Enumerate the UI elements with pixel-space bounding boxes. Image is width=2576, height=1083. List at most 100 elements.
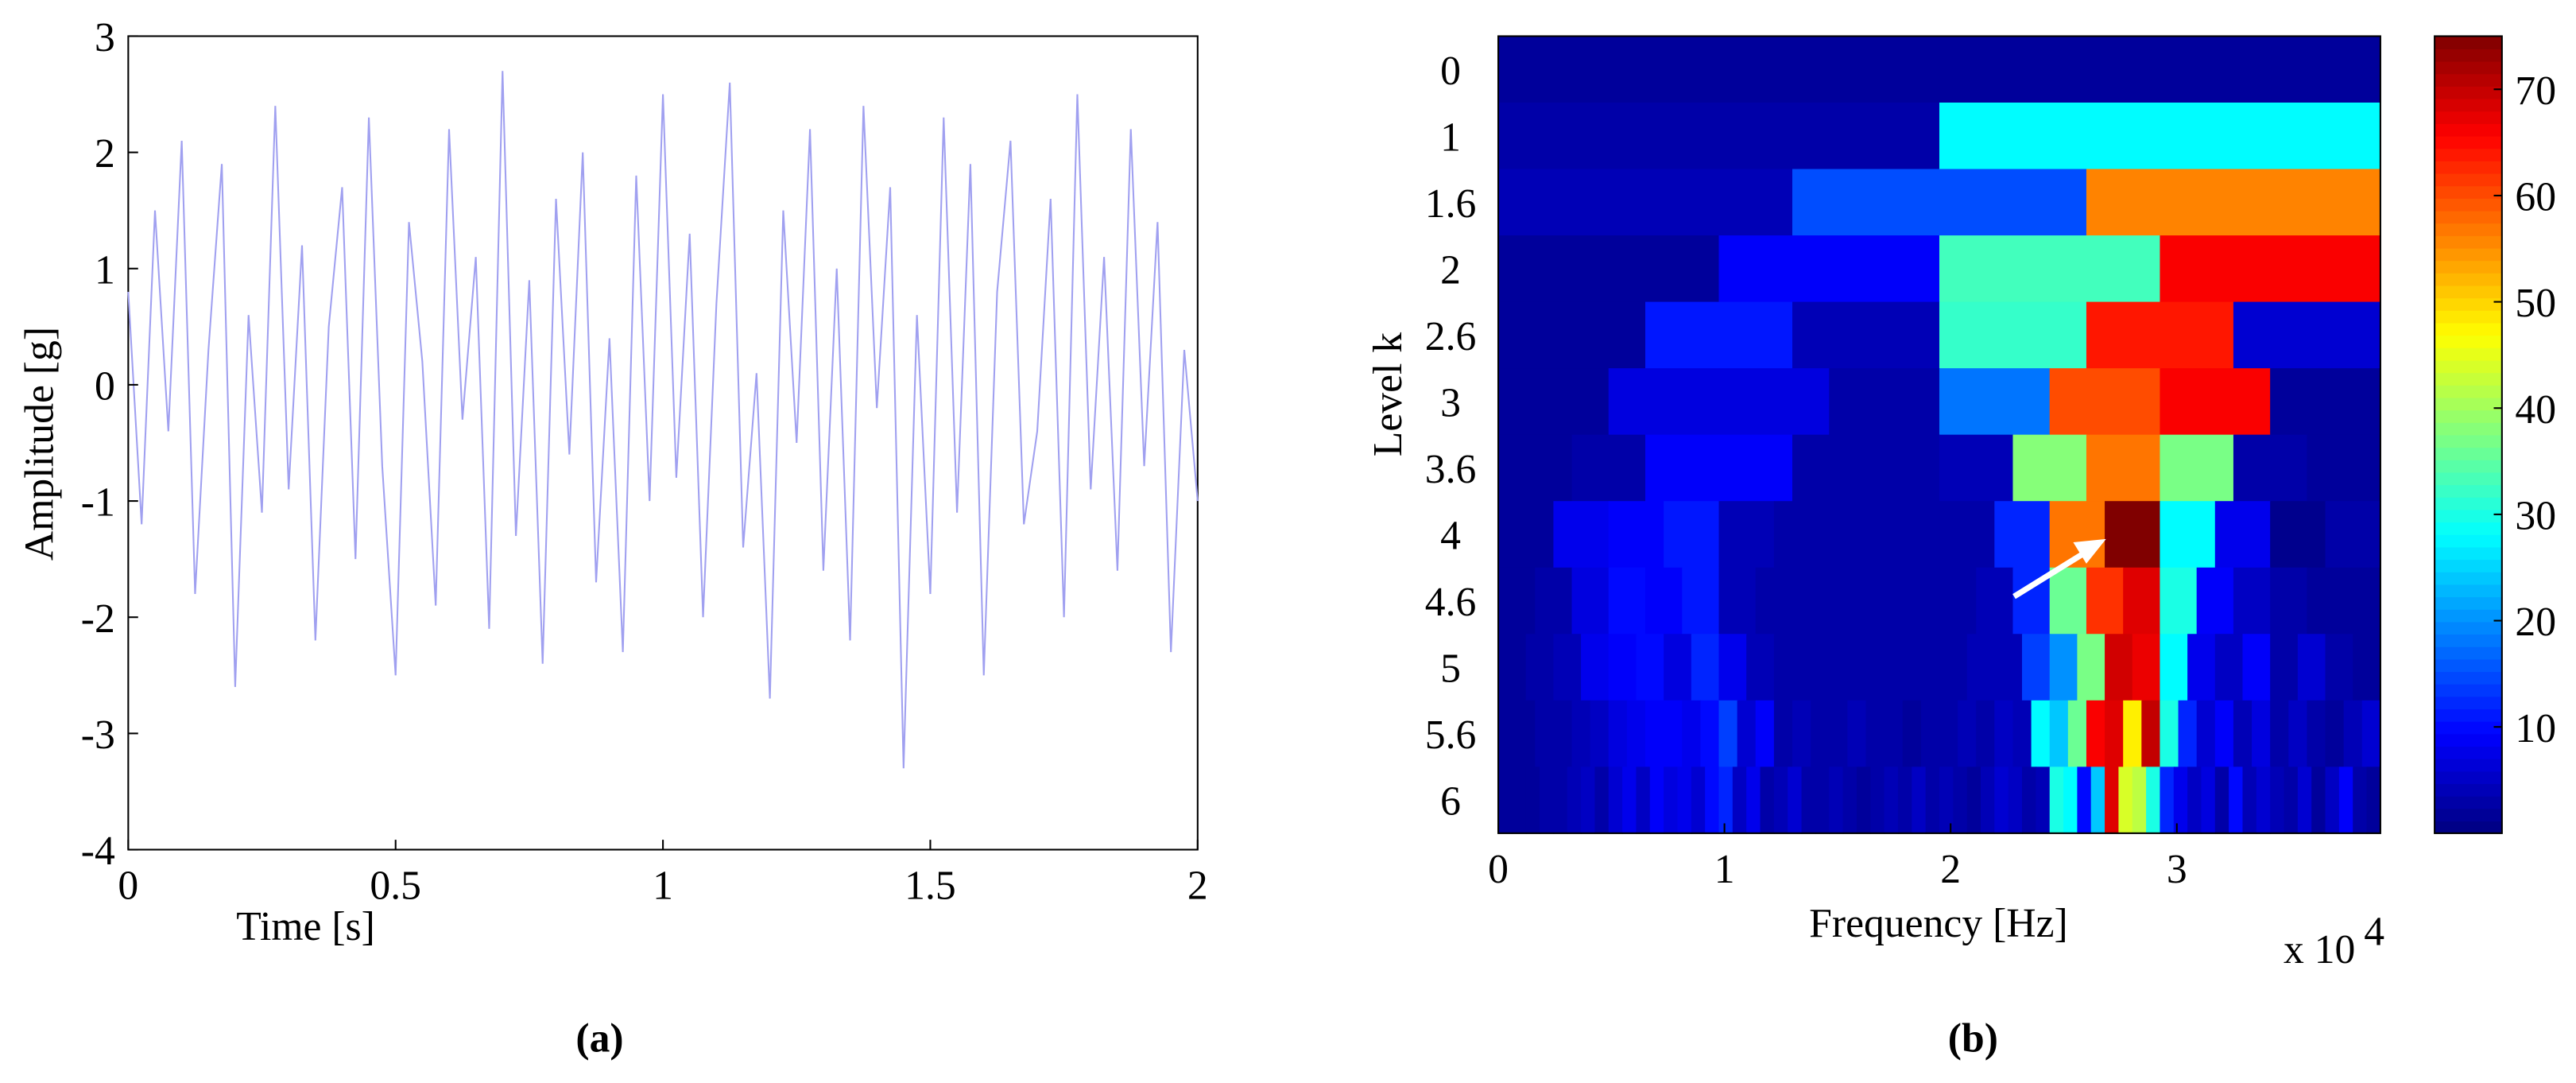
heat-cell xyxy=(2353,767,2368,834)
heat-cell xyxy=(2160,767,2175,834)
heat-cell xyxy=(1801,767,1816,834)
heat-cell xyxy=(1976,567,2014,635)
colorbar-step xyxy=(2435,198,2502,212)
heat-cell xyxy=(1773,767,1789,834)
heat-cell xyxy=(1994,634,2023,701)
heat-cell xyxy=(2366,767,2381,834)
colorbar-tick-label: 10 xyxy=(2515,706,2556,751)
heat-cell xyxy=(1755,700,1775,768)
heat-cell xyxy=(2353,634,2381,701)
heat-cell xyxy=(1571,700,1591,768)
heat-cell xyxy=(1571,567,1610,635)
y-tick-label: 3 xyxy=(95,15,115,60)
heat-cell xyxy=(1815,767,1830,834)
heat-cell xyxy=(1939,567,1978,635)
heat-cell xyxy=(1553,634,1582,701)
colorbar-step xyxy=(2435,571,2502,585)
y-axis-label: Level k xyxy=(1365,332,1411,457)
heat-cell xyxy=(2077,634,2105,701)
y-tick-label: 3.6 xyxy=(1425,447,1477,492)
heat-cell xyxy=(1994,700,2014,768)
heat-cell xyxy=(2022,767,2037,834)
heat-cell xyxy=(1870,767,1885,834)
heat-cell xyxy=(2105,634,2133,701)
heat-cell xyxy=(1664,767,1679,834)
colorbar-step xyxy=(2435,310,2502,324)
heat-cell xyxy=(1939,368,2051,436)
x-axis-label: Time [s] xyxy=(236,904,375,949)
heat-cell xyxy=(2132,767,2147,834)
colorbar-step xyxy=(2435,484,2502,498)
colorbar-tick-label: 60 xyxy=(2515,175,2556,220)
heat-cell xyxy=(2233,700,2253,768)
y-tick-label: 2.6 xyxy=(1425,314,1477,359)
y-tick-label: 2 xyxy=(95,131,115,177)
colorbar-step xyxy=(2435,821,2502,834)
y-tick-label: 0 xyxy=(1440,49,1461,94)
heat-cell xyxy=(1608,501,1664,569)
heat-cell xyxy=(1525,634,1555,701)
colorbar-step xyxy=(2435,683,2502,697)
heat-cell xyxy=(1581,767,1596,834)
annotation-arrow xyxy=(2012,538,2106,600)
heat-cell xyxy=(1842,767,1857,834)
heat-cell xyxy=(2196,700,2216,768)
heat-cell xyxy=(1645,301,1793,369)
colorbar-step xyxy=(2435,98,2502,112)
heat-cell xyxy=(1939,700,1958,768)
x-tick-label: 3 xyxy=(2167,847,2187,892)
heat-cell xyxy=(2256,767,2271,834)
heat-cell xyxy=(1622,767,1637,834)
heat-cell xyxy=(1705,767,1720,834)
heat-cell xyxy=(2036,767,2051,834)
heat-cell xyxy=(1884,700,1904,768)
heat-cell xyxy=(1939,434,2014,503)
heat-cell xyxy=(2297,767,2313,834)
heat-cell xyxy=(2067,700,2087,768)
colorbar-step xyxy=(2435,658,2502,673)
colorbar-step xyxy=(2435,783,2502,797)
heat-cell xyxy=(1553,767,1568,834)
heat-cell xyxy=(2229,767,2244,834)
colorbar-step xyxy=(2435,210,2502,224)
heat-cell xyxy=(2160,700,2179,768)
heat-cell xyxy=(2160,501,2216,569)
heat-cell xyxy=(1980,767,1996,834)
heat-cell xyxy=(2201,767,2216,834)
colorbar-step xyxy=(2435,608,2502,623)
heat-cell xyxy=(1994,501,2051,569)
heat-cell xyxy=(2160,434,2234,503)
colorbar-step xyxy=(2435,86,2502,99)
heat-cell xyxy=(1976,700,1996,768)
colorbar-step xyxy=(2435,161,2502,174)
heat-cell xyxy=(1498,169,1793,236)
y-tick-label: 1 xyxy=(1440,115,1461,160)
heat-cell xyxy=(2063,767,2078,834)
heat-cell xyxy=(1718,634,1748,701)
heat-cell xyxy=(1847,700,1867,768)
heat-cell xyxy=(2187,634,2216,701)
heat-cell xyxy=(2105,700,2125,768)
colorbar-step xyxy=(2435,746,2502,759)
heat-cell xyxy=(1829,368,1940,436)
x-axis-label: Frequency [Hz] xyxy=(1809,901,2068,946)
colorbar-step xyxy=(2435,123,2502,137)
heat-cell xyxy=(2343,567,2381,635)
heat-cell xyxy=(2086,434,2161,503)
colorbar-step xyxy=(2435,634,2502,647)
colorbar-step xyxy=(2435,546,2502,561)
heat-cell xyxy=(2086,700,2105,768)
y-tick-label: -3 xyxy=(81,712,115,758)
heat-cell xyxy=(2086,169,2381,236)
heat-cell xyxy=(2270,567,2308,635)
heat-cell xyxy=(1498,634,1527,701)
colorbar-step xyxy=(2435,434,2502,448)
colorbar-step xyxy=(2435,496,2502,510)
heat-cell xyxy=(1645,700,1664,768)
heat-cell xyxy=(1553,700,1573,768)
heat-cell xyxy=(2123,700,2143,768)
x-tick-label: 2 xyxy=(1940,847,1961,892)
colorbar-step xyxy=(2435,795,2502,809)
colorbar-step xyxy=(2435,49,2502,62)
